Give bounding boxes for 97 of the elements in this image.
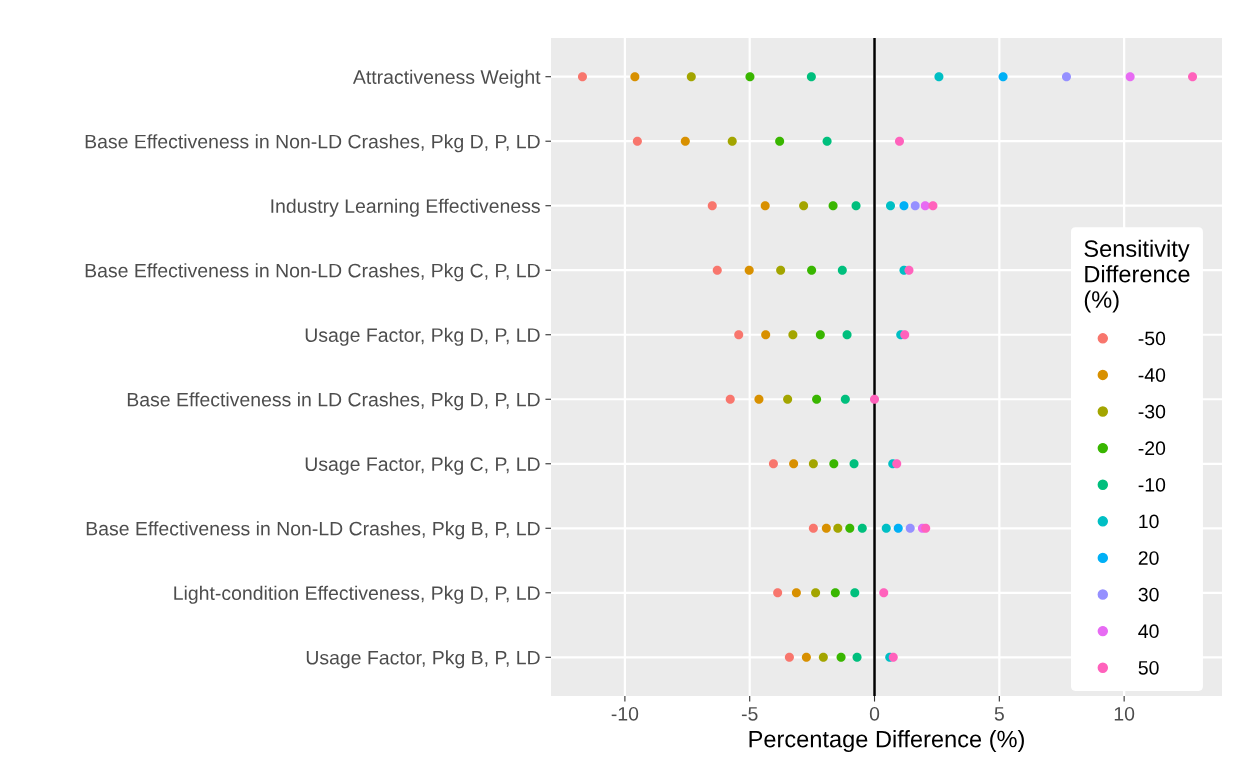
- point: [784, 652, 794, 662]
- legend-label: -20: [1138, 441, 1166, 456]
- point: [998, 72, 1008, 82]
- point: [818, 652, 828, 662]
- point: [842, 330, 852, 340]
- y-tick-label: Light-condition Effectiveness, Pkg D, P, LD: [174, 585, 540, 604]
- point: [821, 523, 831, 533]
- point: [630, 72, 640, 82]
- point: [725, 394, 735, 404]
- y-tick-label: Base Effectiveness in Non-LD Crashes, Pkg C, P, LD: [85, 263, 540, 282]
- y-tick-label: Base Effectiveness in Non-LD Crashes, Pkg B, P, LD: [86, 521, 540, 540]
- y-tick-label: Usage Factor, Pkg C, P, LD: [305, 456, 540, 475]
- point: [830, 588, 840, 598]
- point: [808, 523, 818, 533]
- legend-label: 50: [1138, 660, 1159, 675]
- point: [910, 201, 920, 211]
- point: [920, 201, 930, 211]
- point: [761, 330, 771, 340]
- point: [928, 201, 938, 211]
- legend-label: 10: [1139, 514, 1159, 529]
- point: [893, 523, 903, 533]
- y-tick-label: Industry Learning Effectiveness: [271, 198, 540, 217]
- point: [900, 330, 910, 340]
- point: [851, 201, 861, 211]
- point: [734, 330, 744, 340]
- legend-label: -40: [1138, 368, 1166, 382]
- point: [850, 588, 860, 598]
- point: [768, 459, 778, 469]
- point: [833, 523, 843, 533]
- legend-label: 20: [1138, 551, 1159, 565]
- point: [829, 459, 839, 469]
- point: [852, 652, 862, 662]
- point: [788, 330, 798, 340]
- point: [815, 330, 825, 340]
- point: [904, 265, 914, 275]
- x-tick-label: -10: [611, 706, 639, 721]
- legend-label: -10: [1138, 477, 1166, 492]
- point: [776, 265, 786, 275]
- point: [707, 201, 717, 211]
- x-tick-label: 0: [869, 706, 880, 721]
- point: [870, 394, 880, 404]
- point: [727, 136, 737, 146]
- y-tick-label: Attractiveness Weight: [352, 69, 541, 88]
- point: [773, 588, 783, 598]
- point: [577, 72, 587, 82]
- point: [849, 459, 859, 469]
- point: [892, 459, 902, 469]
- legend-label: 30: [1138, 587, 1159, 602]
- point: [744, 265, 754, 275]
- x-tick-label: -5: [741, 707, 758, 721]
- point: [845, 523, 855, 533]
- x-tick-label: 5: [994, 707, 1004, 721]
- point: [754, 394, 764, 404]
- point: [789, 459, 799, 469]
- point: [686, 72, 696, 82]
- y-tick-label: Base Effectiveness in Non-LD Crashes, Pkg D, P, LD: [85, 134, 540, 153]
- point: [921, 523, 931, 533]
- point: [840, 394, 850, 404]
- y-tick-label: Usage Factor, Pkg D, P, LD: [305, 327, 540, 346]
- point: [811, 588, 821, 598]
- legend-label: -30: [1138, 404, 1166, 419]
- x-tick-label: 10: [1114, 706, 1135, 721]
- point: [885, 201, 896, 211]
- point: [799, 201, 809, 211]
- point: [760, 201, 770, 211]
- point: [775, 136, 785, 146]
- x-axis-title: Percentage Difference (%): [749, 730, 1024, 753]
- point: [857, 523, 867, 533]
- legend-label: -50: [1138, 331, 1166, 346]
- y-tick-label: Base Effectiveness in LD Crashes, Pkg D, P, LD: [127, 392, 540, 411]
- point: [837, 265, 847, 275]
- point: [1188, 72, 1198, 82]
- point: [712, 265, 722, 275]
- point: [801, 652, 811, 662]
- y-tick-label: Usage Factor, Pkg B, P, LD: [306, 650, 540, 669]
- point: [934, 72, 944, 82]
- point: [680, 136, 690, 146]
- point: [905, 523, 915, 533]
- point: [894, 136, 904, 146]
- legend-title: Sensitivity Difference (%): [1084, 239, 1190, 313]
- point: [632, 136, 642, 146]
- point: [807, 265, 817, 275]
- point: [812, 394, 822, 404]
- point: [1125, 72, 1135, 82]
- legend-label: 40: [1138, 624, 1159, 639]
- point: [806, 72, 816, 82]
- point: [899, 201, 909, 211]
- point: [879, 588, 889, 598]
- point: [828, 201, 838, 211]
- point: [808, 459, 818, 469]
- point: [783, 394, 793, 404]
- point: [1061, 72, 1071, 82]
- point: [836, 652, 846, 662]
- point: [791, 588, 801, 598]
- point: [881, 523, 891, 533]
- point: [745, 72, 755, 82]
- point: [822, 136, 832, 146]
